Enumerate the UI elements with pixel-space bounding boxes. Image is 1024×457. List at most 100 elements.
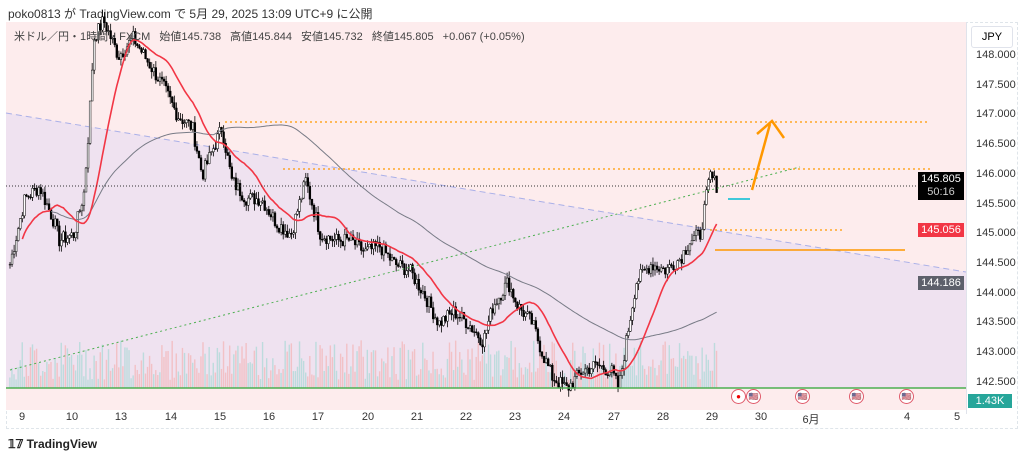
candle-body — [171, 96, 174, 103]
us-event-icon[interactable]: 🇺🇸 — [746, 389, 761, 404]
candle-body — [528, 311, 531, 314]
volume-bar — [132, 375, 134, 388]
candle-body — [397, 264, 400, 267]
candle-body — [479, 337, 482, 346]
volume-bar — [173, 377, 175, 388]
candle-body — [62, 231, 65, 241]
candle-body — [631, 307, 634, 321]
candle-body — [427, 296, 431, 307]
volume-bar — [329, 345, 332, 388]
volume-bar — [713, 342, 716, 388]
volume-bar — [124, 347, 126, 388]
volume-bar — [237, 345, 239, 388]
volume-bar — [29, 347, 32, 388]
volume-bar — [463, 372, 465, 388]
volume-bar — [436, 368, 438, 388]
volume-bar — [434, 369, 436, 388]
candle-body — [208, 152, 211, 164]
price-tick: 147.500 — [976, 78, 1016, 91]
volume-bar — [372, 350, 375, 388]
candle-body — [290, 233, 293, 235]
volume-bar — [459, 352, 461, 388]
candle-body — [540, 351, 544, 357]
candle-body — [70, 232, 73, 236]
volume-bar — [111, 368, 114, 388]
candle-body — [45, 203, 49, 206]
volume-bar — [11, 368, 13, 388]
volume-bar — [631, 365, 634, 388]
candle-body — [353, 239, 357, 246]
candle-body — [103, 16, 106, 23]
candle-body — [688, 243, 692, 252]
candle-body — [657, 269, 661, 272]
candle-body — [115, 44, 118, 58]
candle-body — [680, 259, 683, 264]
time-tick: 22 — [459, 411, 473, 423]
candle-body — [475, 331, 478, 334]
candle-body — [329, 235, 332, 240]
candle-body — [378, 241, 381, 248]
candle-body — [678, 259, 681, 261]
volume-bar — [74, 370, 77, 388]
candle-body — [327, 235, 330, 244]
currency-button[interactable]: JPY — [971, 26, 1013, 48]
volume-bar — [697, 363, 699, 388]
volume-bar — [352, 344, 354, 388]
volume-bar — [120, 340, 122, 388]
candle-body — [343, 234, 346, 247]
volume-bar — [346, 343, 348, 388]
candle-body — [651, 264, 655, 271]
price-chart[interactable] — [0, 0, 966, 410]
candle-body — [536, 328, 540, 342]
candle-body — [78, 210, 81, 212]
candle-body — [181, 119, 184, 124]
volume-bar — [245, 343, 247, 388]
tradingview-logo: 𝟙𝟟 TradingView — [8, 437, 98, 451]
volume-bar — [302, 360, 305, 388]
candle-body — [380, 246, 383, 256]
volume-bar — [356, 351, 358, 388]
price-axis[interactable] — [966, 22, 1017, 414]
volume-bar — [448, 342, 451, 388]
jp-event-icon[interactable]: ● — [731, 389, 746, 404]
volume-bar — [582, 346, 584, 388]
us-event-icon[interactable]: 🇺🇸 — [795, 389, 810, 404]
volume-bar — [438, 374, 440, 388]
candle-body — [641, 269, 644, 271]
us-event-icon[interactable]: 🇺🇸 — [899, 389, 914, 404]
volume-bar — [541, 351, 543, 388]
candle-body — [419, 289, 422, 294]
candle-body — [454, 306, 457, 319]
volume-bar — [23, 376, 25, 388]
volume-bar — [348, 373, 350, 388]
candle-body — [649, 264, 653, 274]
volume-bar — [62, 364, 65, 388]
us-event-icon[interactable]: 🇺🇸 — [849, 389, 864, 404]
candle-body — [514, 297, 517, 303]
candle-body — [331, 238, 334, 242]
volume-tag: 1.43K — [968, 394, 1012, 408]
volume-bar — [181, 347, 184, 388]
candle-body — [179, 118, 182, 121]
volume-bar — [533, 340, 535, 388]
candle-body — [93, 39, 96, 71]
volume-bar — [42, 371, 44, 388]
candle-body — [660, 267, 663, 272]
volume-bar — [241, 346, 243, 388]
volume-bar — [337, 379, 340, 388]
candle-body — [253, 193, 256, 205]
candle-body — [577, 369, 581, 374]
candle-body — [238, 183, 242, 196]
volume-bar — [473, 379, 475, 388]
candle-body — [66, 237, 69, 243]
candle-body — [602, 365, 605, 370]
candle-body — [456, 317, 459, 319]
time-tick: 15 — [213, 411, 227, 423]
symbol-name[interactable]: 米ドル／円・1時間・FXCM — [14, 31, 151, 43]
volume-bar — [670, 358, 673, 388]
candle-body — [635, 283, 638, 299]
volume-bar — [543, 344, 545, 388]
time-tick: 14 — [164, 411, 178, 423]
volume-bar — [491, 376, 494, 388]
volume-bar — [298, 341, 301, 388]
